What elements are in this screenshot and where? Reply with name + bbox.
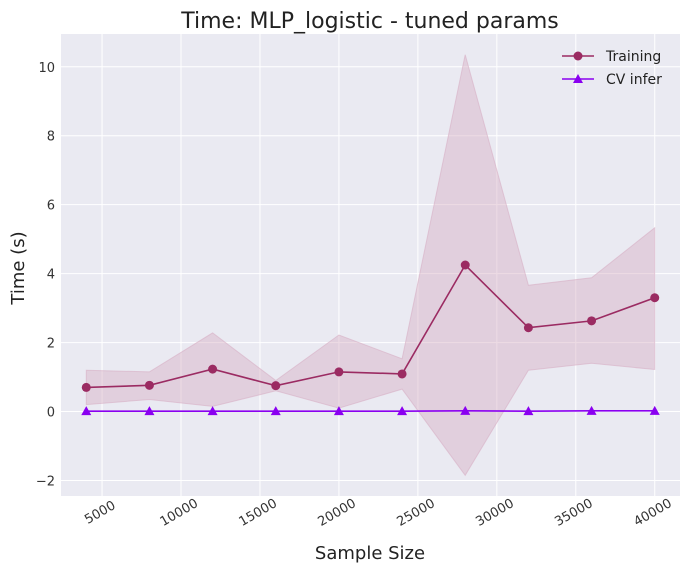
- x-axis-label: Sample Size: [315, 543, 425, 564]
- y-tick-label: 0: [47, 406, 55, 421]
- y-tick-label: −2: [36, 474, 55, 489]
- x-tick-label: 35000: [552, 496, 595, 530]
- y-tick-labels: −2 0 2 4 6 8 10: [36, 61, 55, 490]
- legend-label-cv-infer: CV infer: [606, 72, 662, 88]
- y-tick-label: 2: [47, 337, 55, 352]
- data-point-training: [208, 365, 217, 374]
- data-point-training: [524, 323, 533, 332]
- data-point-training: [398, 369, 407, 378]
- data-point-training: [334, 367, 343, 376]
- data-point-training: [271, 381, 280, 390]
- x-tick-label: 15000: [237, 496, 280, 530]
- y-tick-label: 10: [38, 61, 55, 76]
- x-tick-label: 10000: [158, 496, 201, 530]
- legend-label-training: Training: [605, 49, 661, 65]
- data-point-training: [587, 316, 596, 325]
- y-tick-label: 4: [47, 268, 55, 283]
- data-point-training: [82, 383, 91, 392]
- x-tick-labels: 5000 10000 15000 20000 25000 30000 35000 40000: [82, 496, 674, 530]
- x-tick-label: 30000: [473, 496, 516, 530]
- y-tick-label: 8: [47, 130, 55, 145]
- chart-title: Time: MLP_logistic - tuned params: [180, 9, 559, 34]
- x-tick-label: 25000: [394, 496, 437, 530]
- x-tick-label: 5000: [82, 498, 118, 528]
- y-axis-label: Time (s): [8, 231, 29, 305]
- x-tick-label: 20000: [316, 496, 359, 530]
- data-point-training: [650, 293, 659, 302]
- y-tick-label: 6: [47, 199, 55, 214]
- legend-marker-training: [574, 52, 583, 61]
- x-tick-label: 40000: [631, 496, 674, 530]
- data-point-training: [145, 381, 154, 390]
- plot-background: [61, 34, 680, 496]
- data-point-training: [461, 261, 470, 270]
